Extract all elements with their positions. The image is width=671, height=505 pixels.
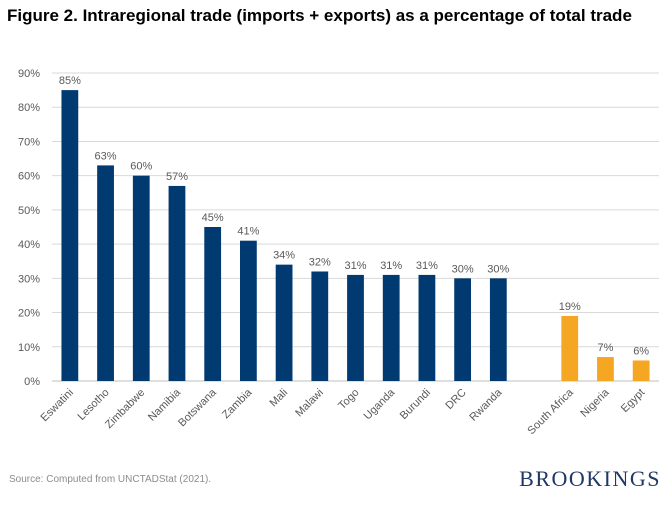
bar-namibia [168,185,186,381]
data-label: 7% [597,342,613,354]
x-tick-label: Uganda [362,386,398,422]
x-tick-label: Botswana [176,386,219,429]
data-label: 31% [380,260,402,272]
x-tick-label: Egypt [619,387,647,415]
x-tick-label: South Africa [525,386,576,437]
brookings-logo: BROOKINGS [519,466,661,491]
x-tick-label: Burundi [398,387,433,422]
x-tick-label: Mali [267,387,290,410]
data-label: 34% [273,250,295,262]
data-label: 19% [559,301,581,313]
x-tick-label: Malawi [293,387,326,420]
data-label: 60% [130,161,152,173]
y-tick-label: 0% [24,376,40,388]
y-tick-label: 80% [18,102,40,114]
y-tick-label: 20% [18,308,40,320]
data-label: 63% [95,150,117,162]
y-tick-label: 30% [18,273,40,285]
data-label: 57% [166,171,188,183]
y-tick-label: 40% [18,239,40,251]
y-tick-label: 90% [18,68,40,80]
x-tick-label: Nigeria [578,386,612,420]
y-tick-label: 50% [18,205,40,217]
x-tick-label: DRC [443,387,468,412]
y-tick-label: 60% [18,171,40,183]
x-tick-label: Lesotho [76,387,112,423]
data-label: 30% [452,263,474,275]
x-tick-label: Zambia [220,386,255,421]
bar-drc [454,278,472,381]
bar-chart: 0% 10% 20% 30% 40% 50% 60% 70% 80% 90% 85% Eswatini… [18,68,659,437]
y-tick-label: 70% [18,136,40,148]
bar-botswana [204,227,222,381]
x-tick-label: Togo [336,387,361,412]
bar-zambia [239,240,257,381]
bar-nigeria [597,357,614,381]
y-tick-label: 10% [18,342,40,354]
data-label: 41% [237,226,259,238]
bar-togo [347,274,364,381]
bar-lesotho [97,165,114,381]
bar-mali [275,264,293,381]
source-note: Source: Computed from UNCTADStat (2021). [9,474,212,485]
data-label: 85% [59,75,81,87]
bar-malawi [311,271,329,381]
bar-south-africa [561,315,579,381]
data-label: 31% [344,260,366,272]
bar-eswatini [61,90,79,381]
bar-rwanda [489,278,507,381]
bar-burundi [418,274,436,381]
data-label: 32% [309,256,331,268]
x-tick-label: Eswatini [39,387,76,424]
bar-uganda [382,274,400,381]
bar-zimbabwe [132,175,150,381]
bar-egypt [632,360,650,381]
chart-title: Figure 2. Intraregional trade (imports +… [7,6,632,25]
data-label: 31% [416,260,438,272]
data-label: 30% [487,263,509,275]
data-label: 45% [202,212,224,224]
data-label: 6% [633,345,649,357]
x-tick-label: Rwanda [467,386,505,424]
